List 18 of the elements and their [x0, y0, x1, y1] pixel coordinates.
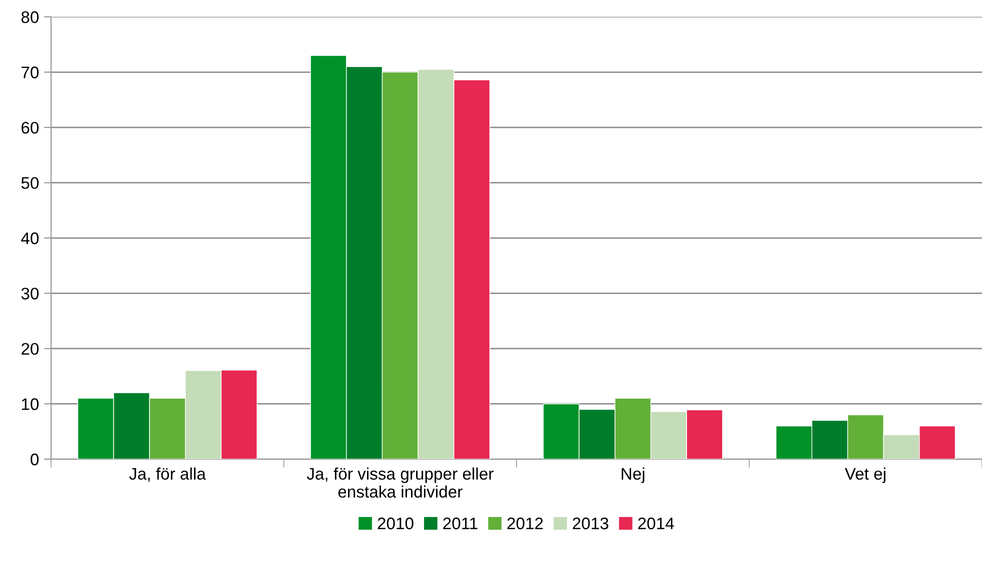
y-tick-label: 10	[22, 398, 39, 410]
y-tick-label: 20	[22, 342, 39, 355]
y-tick-label: 60	[22, 122, 39, 134]
y-tick-label: 80	[21, 11, 39, 24]
legend-label: 2011	[443, 518, 478, 530]
x-tick-label: Vet ej	[844, 467, 886, 484]
x-tick-label: Nej	[622, 467, 644, 484]
y-tick-label: 50	[21, 177, 39, 189]
y-tick-label: 70	[22, 66, 39, 78]
x-tick-label: Ja, för vissa grupper eller enstaka individer	[306, 467, 494, 498]
legend-label: 2013	[572, 518, 608, 530]
legend-label: 2012	[507, 518, 543, 530]
y-tick-label: 0	[30, 454, 39, 466]
y-tick-label: 40	[21, 232, 39, 244]
x-tick-label: Ja, för alla	[129, 467, 206, 482]
legend-label: 2010	[378, 518, 414, 530]
y-tick-label: 30	[21, 288, 39, 300]
legend-label: 2014	[638, 518, 674, 530]
